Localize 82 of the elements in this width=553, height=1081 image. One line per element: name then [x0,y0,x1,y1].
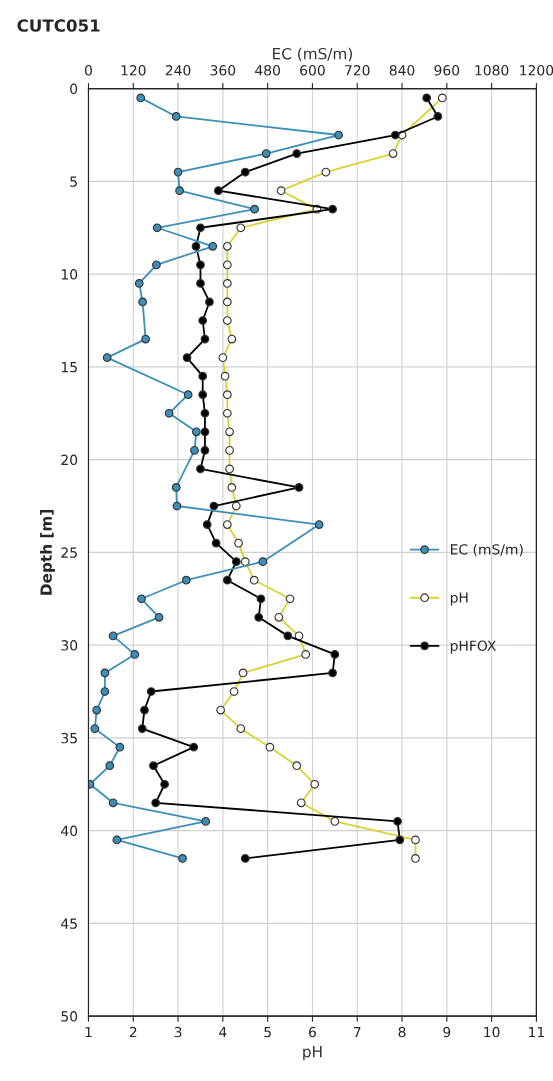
y-tick-label: 45 [61,918,77,929]
point [198,316,208,325]
x2-tick-label: 1200 [520,65,553,76]
x2-tick-label: 0 [84,65,92,76]
point [182,353,192,362]
y-tick-label: 40 [61,825,78,837]
point [149,761,158,771]
x2-tick-label: 840 [389,65,415,76]
y-tick-label: 50 [61,1011,78,1022]
point [140,705,149,715]
x2-tick-label: 360 [210,65,236,76]
y-tick-label: 20 [61,454,78,466]
legend-label: pH [450,592,468,606]
y-tick-label: 5 [70,176,77,187]
chart-title: CUTC051 [17,19,100,32]
x-tick-label: 9 [443,1026,451,1038]
x-tick-label: 8 [398,1026,406,1038]
point [240,854,250,863]
x2-tick-label: 480 [255,65,280,76]
x-axis-title: pH [303,1046,322,1061]
y-tick-label: 30 [61,640,78,651]
y-tick-label: 15 [61,362,77,373]
y-tick-label: 10 [61,269,78,280]
point [433,112,443,121]
y-tick-label: 35 [61,732,77,744]
legend-label: pHFOX [450,640,497,654]
point [205,297,214,307]
point [390,130,400,140]
point [202,520,212,529]
x-tick-label: 2 [129,1026,137,1038]
point [330,650,340,659]
point [256,594,266,604]
point [198,390,208,400]
x-tick-label: 4 [219,1026,227,1038]
point [292,149,302,158]
point [209,501,219,511]
point [196,464,205,474]
point [240,167,250,177]
x-tick-label: 11 [529,1026,544,1038]
point [196,260,205,270]
x-tick-label: 7 [353,1026,361,1038]
point [198,371,208,381]
point [283,631,293,641]
point [189,742,199,752]
x2-tick-label: 720 [345,65,370,76]
point [328,668,337,678]
x2-tick-label: 960 [434,65,460,76]
x-tick-label: 5 [264,1026,271,1038]
point [422,93,432,103]
point [200,427,210,437]
x-tick-label: 3 [174,1026,182,1038]
x2-tick-label: 1080 [475,65,509,76]
point [160,779,170,789]
point [222,575,232,585]
x2-tick-label: 600 [300,65,325,76]
point [200,445,210,455]
y-tick-label: 25 [61,547,77,558]
y-tick-label: 0 [70,83,78,95]
x2-tick-label: 120 [121,65,146,76]
point [395,835,405,845]
point [328,204,337,214]
point [231,557,241,567]
point [200,334,210,344]
point [137,724,147,733]
point [196,279,205,288]
point [214,186,223,196]
point [196,223,205,233]
x-tick-label: 1 [85,1026,92,1038]
point [200,408,210,418]
legend-label: EC (mS/m) [450,543,523,557]
point [254,612,264,622]
x2-tick-label: 240 [165,65,191,76]
x2-axis-title: EC (mS/m) [273,47,352,62]
point [191,241,201,251]
point [151,798,161,808]
point [294,483,304,492]
y-axis-title: Depth [m] [40,510,55,595]
x-tick-label: 10 [484,1026,500,1038]
point [211,538,221,548]
point [146,687,156,696]
point [393,816,402,826]
x-tick-label: 6 [309,1026,316,1038]
